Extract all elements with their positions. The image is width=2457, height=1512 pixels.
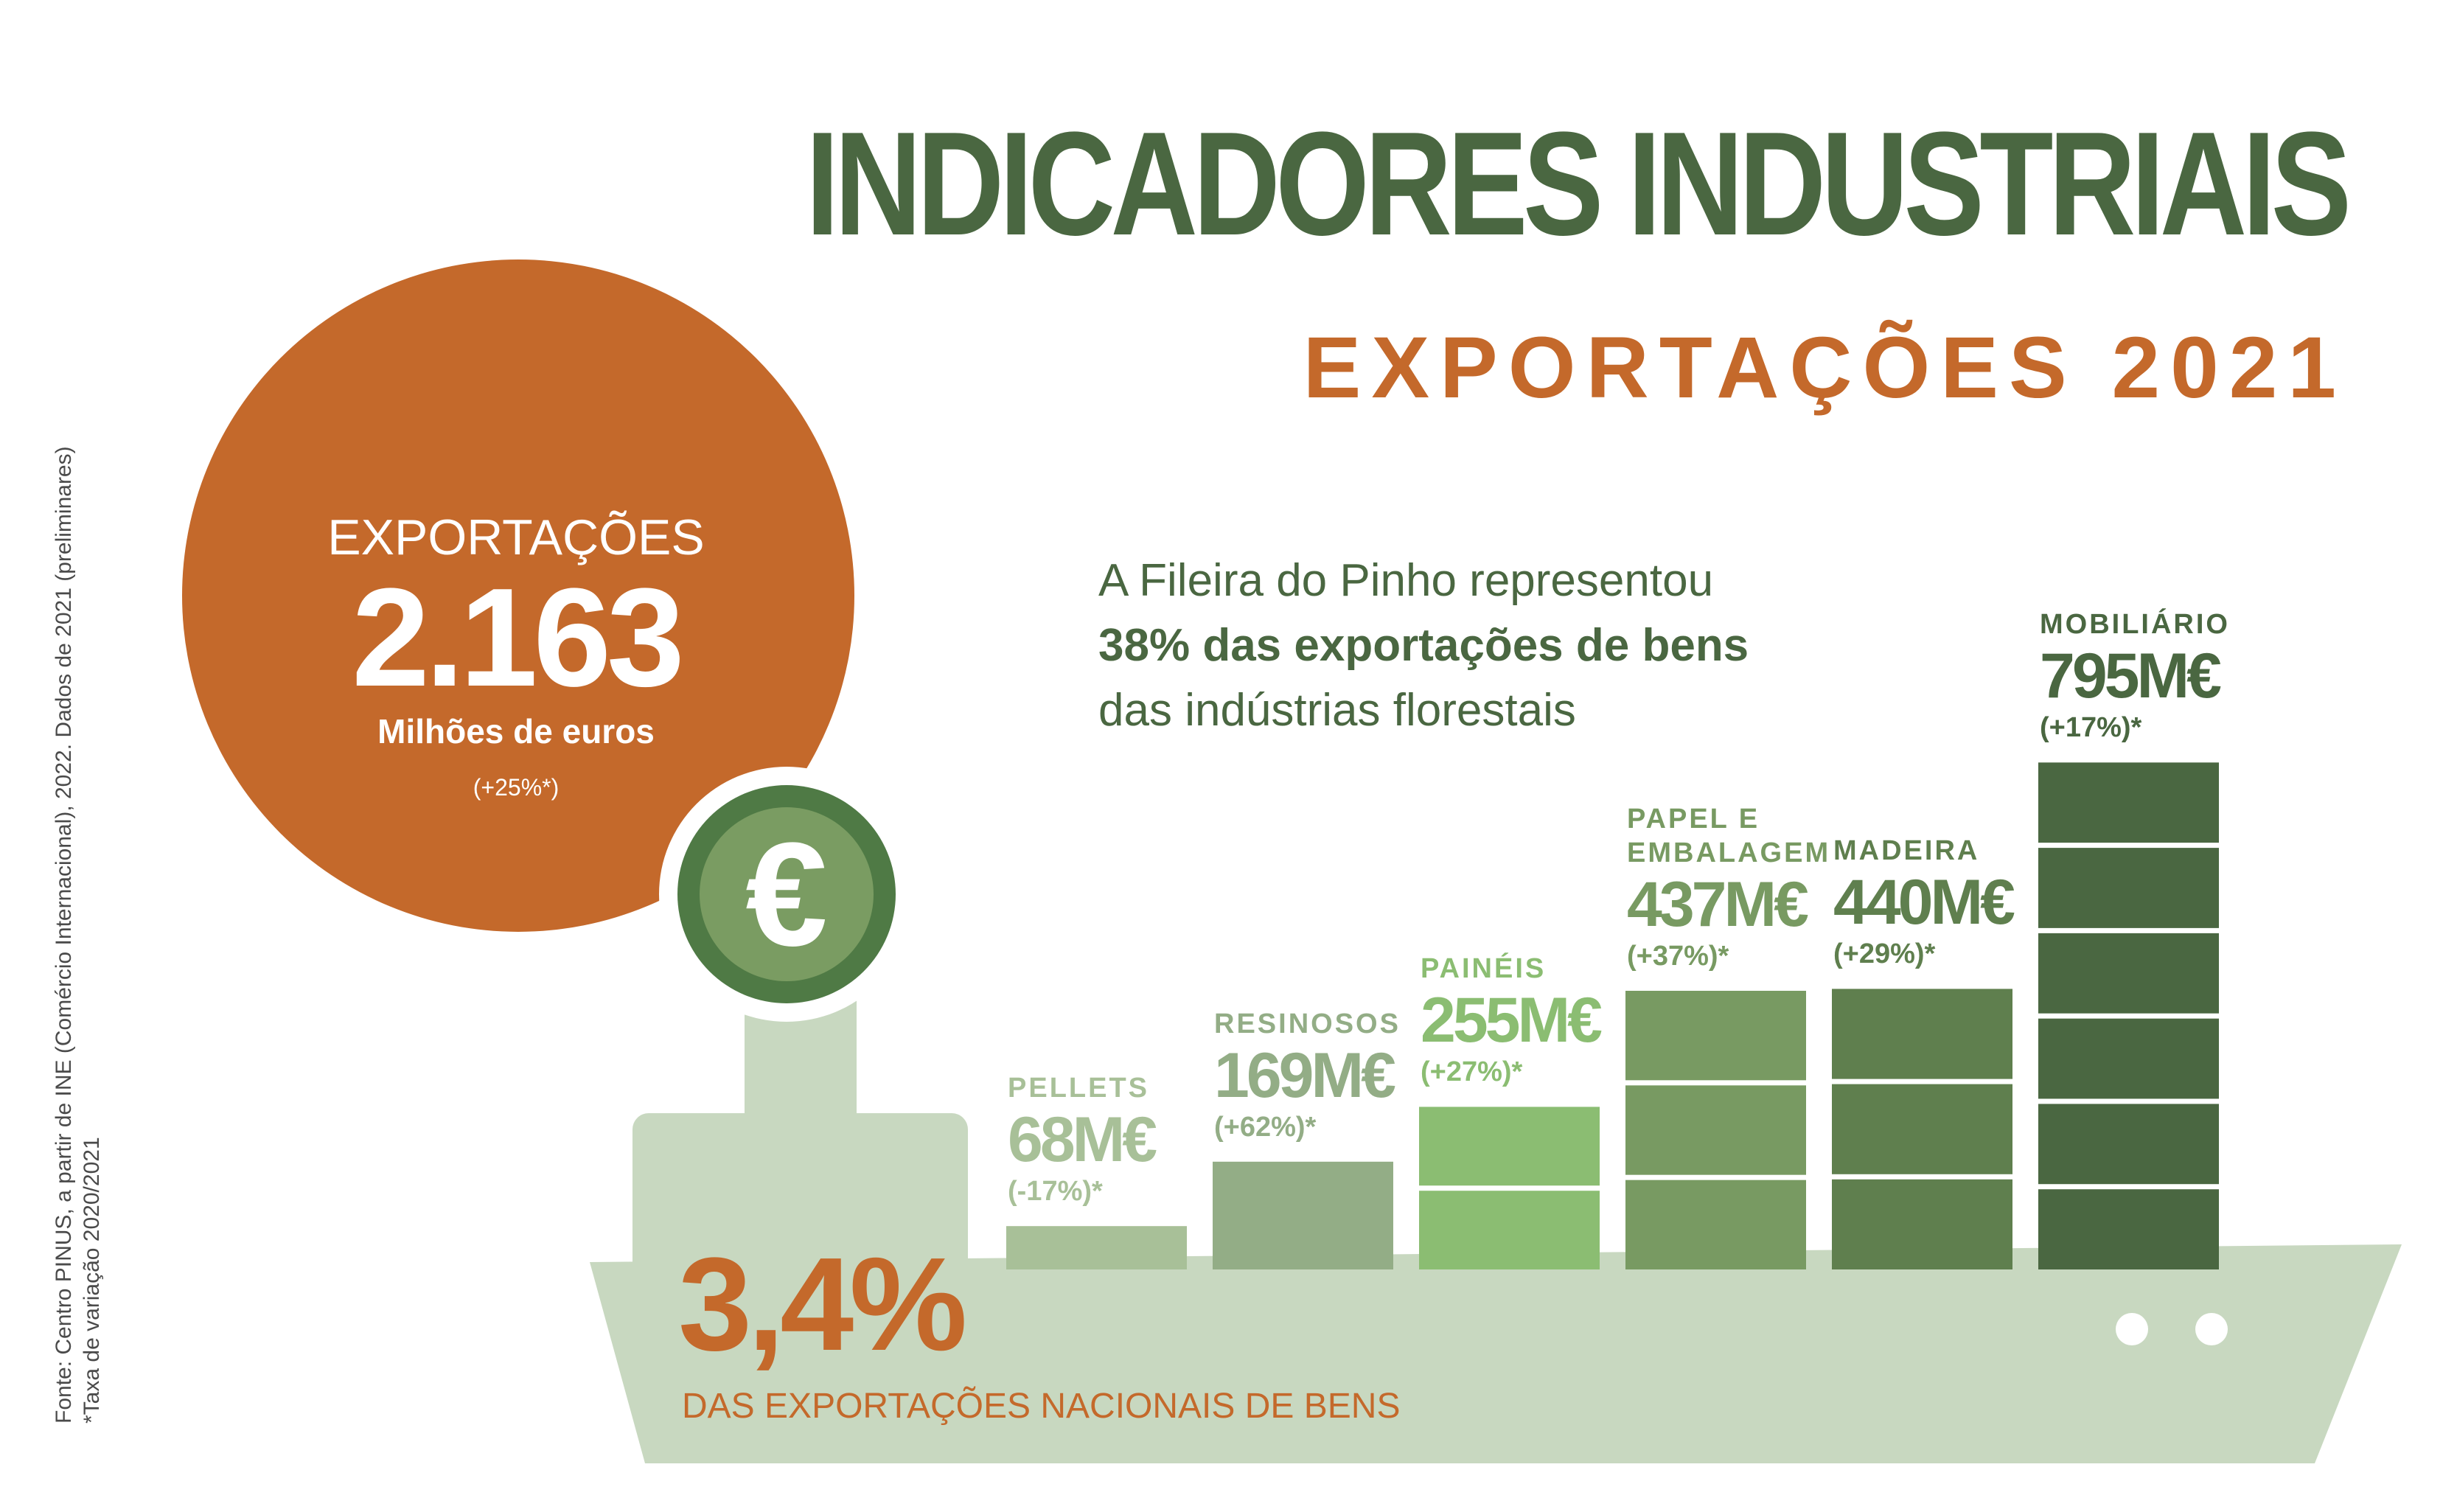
bar (1213, 1161, 1393, 1269)
exports-unit: Milhões de euros (377, 712, 655, 750)
bar-block (1832, 989, 2012, 1079)
bar-block (1832, 1179, 2012, 1269)
change-label: (+37%)* (1627, 940, 1729, 972)
value-label: 437M€ (1627, 868, 1809, 940)
national-share-value: 3,4% (678, 1230, 967, 1379)
category-label: PAPEL E (1627, 803, 1760, 835)
source-line: Fonte: Centro PINUS, a partir de INE (Co… (52, 446, 76, 1424)
value-label: 255M€ (1421, 985, 1603, 1056)
bar-block (2038, 1104, 2219, 1185)
value-label: 68M€ (1008, 1104, 1157, 1176)
bar (1419, 1107, 1600, 1269)
change-label: (-17%)* (1008, 1176, 1103, 1208)
bar-block (2038, 762, 2219, 843)
category-label: EMBALAGEM (1627, 837, 1831, 868)
page-title: INDICADORES INDUSTRIAIS (805, 102, 2351, 266)
change-label: (+29%)* (1833, 938, 1936, 970)
footnote-line: *Taxa de variação 2020/2021 (79, 1137, 104, 1424)
bar-block (2038, 933, 2219, 1014)
intro-line-3: das indústrias florestais (1098, 685, 1576, 736)
value-label: 440M€ (1833, 867, 2015, 938)
intro-line-1: A Fileira do Pinho representou (1098, 555, 1714, 606)
exports-circle (182, 259, 854, 932)
change-label: (+27%)* (1421, 1056, 1523, 1088)
bar-block (1832, 1084, 2012, 1174)
bar-series (1006, 762, 2219, 1269)
bar-label-group: MADEIRA 440M€ (+29%)* (1833, 835, 2015, 970)
bar-block (1419, 1191, 1600, 1269)
bar-label-group: PAPEL E EMBALAGEM 437M€ (+37%)* (1627, 805, 1830, 970)
bar-block (2038, 1189, 2219, 1269)
ship-hull (590, 1244, 2402, 1463)
category-label: PAINÉIS (1421, 953, 1547, 985)
exports-label: EXPORTAÇÕES (327, 509, 705, 565)
bar-label-group: MOBILIÁRIO 795M€ (+17%)* (2040, 610, 2230, 742)
category-label: MADEIRA (1833, 835, 1980, 867)
change-label: (+17%)* (2040, 712, 2142, 744)
bar-block (1625, 990, 1806, 1081)
source-note: Fonte: Centro PINUS, a partir de INE (Co… (50, 446, 105, 1424)
bar-block (1625, 1180, 1806, 1269)
bar (2038, 762, 2219, 1269)
porthole-1 (2116, 1313, 2148, 1345)
bar-label-group: PELLETS 68M€ (-17%)* (1008, 1073, 1157, 1208)
category-label: PELLETS (1008, 1073, 1150, 1104)
bar-label-group: RESINOSOS 169M€ (+62%)* (1214, 1010, 1401, 1141)
bar-block (1006, 1226, 1187, 1269)
euro-icon: € (745, 812, 827, 977)
bar (1625, 990, 1806, 1269)
coin-inner (700, 807, 874, 981)
value-label: 795M€ (2040, 641, 2222, 712)
bar-block (1625, 1085, 1806, 1175)
bar-block (2038, 848, 2219, 928)
national-share-label: DAS EXPORTAÇÕES NACIONAIS DE BENS (682, 1387, 1401, 1426)
exports-value: 2.163 (352, 560, 684, 716)
bar-block (2038, 1018, 2219, 1099)
value-label: 169M€ (1214, 1039, 1396, 1111)
bar-label-group: PAINÉIS 255M€ (+27%)* (1421, 953, 1603, 1088)
bar (1832, 989, 2012, 1269)
page-subtitle: EXPORTAÇÕES 2021 (1303, 319, 2346, 417)
bar-block (1213, 1161, 1393, 1269)
intro-line-2: 38% das exportações de bens (1098, 620, 1749, 671)
exports-variation: (+25%*) (473, 774, 560, 801)
change-label: (+62%)* (1214, 1111, 1317, 1143)
bar (1006, 1226, 1187, 1269)
category-label: RESINOSOS (1214, 1008, 1401, 1039)
bar-block (1419, 1107, 1600, 1186)
porthole-2 (2195, 1313, 2228, 1345)
category-label: MOBILIÁRIO (2040, 609, 2230, 641)
